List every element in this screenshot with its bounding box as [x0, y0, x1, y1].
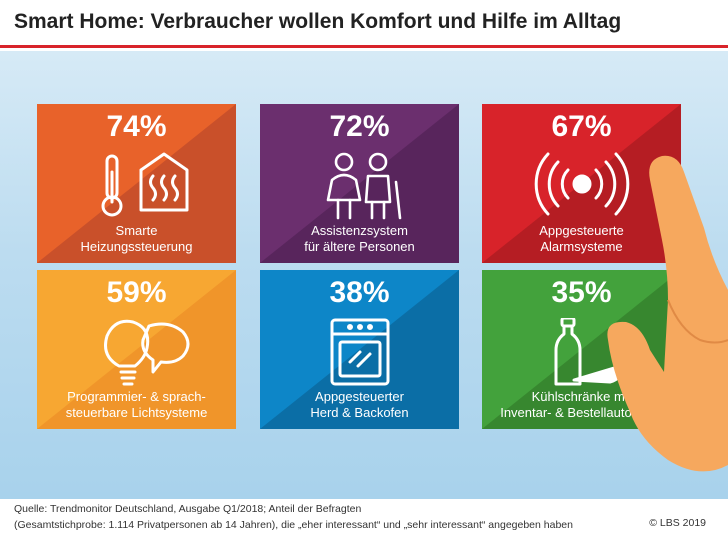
tile-label: Smarte Heizungssteuerung [37, 223, 236, 255]
tile-label-line1: Programmier- & sprach- [67, 389, 206, 404]
tile-label-line1: Kühlschränke mit [531, 389, 632, 404]
tile-label-line1: Appgesteuerte [539, 223, 624, 238]
tile-shade [37, 270, 236, 429]
tile-shade [260, 104, 459, 263]
tile-label-line2: Heizungssteuerung [80, 239, 193, 254]
tile-shade [37, 104, 236, 263]
bottle-carrot-icon [554, 318, 632, 386]
tile-oven: 38% Appgesteuerter Herd & Backofen [260, 270, 459, 429]
tile-label-line1: Assistenzsystem [311, 223, 408, 238]
percent-value: 72% [329, 110, 390, 143]
tile-label: Appgesteuerte Alarmsysteme [482, 223, 681, 255]
tile-label: Assistenzsystem für ältere Personen [260, 223, 459, 255]
alarm-signal-icon [534, 152, 630, 216]
elderly-couple-icon [326, 152, 402, 220]
lightbulb-speech-icon [104, 319, 190, 386]
thermometer-house-icon [101, 152, 189, 217]
tile-label: Programmier- & sprach- steuerbare Lichts… [37, 389, 236, 421]
percent-value: 59% [106, 276, 167, 309]
chart-title: Smart Home: Verbraucher wollen Komfort u… [14, 10, 622, 33]
tile-heating: 74% Smarte Heizungssteuerung [37, 104, 236, 263]
tile-shade [260, 270, 459, 429]
source-note: Quelle: Trendmonitor Deutschland, Ausgab… [14, 501, 573, 533]
percent-value: 74% [106, 110, 167, 143]
tile-label-line1: Smarte [115, 223, 158, 238]
title-bar: Smart Home: Verbraucher wollen Komfort u… [0, 0, 728, 48]
copyright: © LBS 2019 [649, 517, 706, 529]
tile-label: Appgesteuerter Herd & Backofen [260, 389, 459, 421]
tile-label: Kühlschränke mit Inventar- & Bestellauto… [482, 389, 681, 421]
tile-alarm: 67% Appgesteuerte Alarmsysteme [482, 104, 681, 263]
tile-fridge: 35% Kühlschränke mit Inventar- & Bestell… [482, 270, 681, 429]
percent-value: 38% [329, 276, 390, 309]
tile-assistance: 72% Assistenzsystem für ältere Personen [260, 104, 459, 263]
tile-label-line1: Appgesteuerter [315, 389, 404, 404]
footer [0, 499, 728, 545]
percent-value: 67% [551, 110, 612, 143]
tile-label-line2: Inventar- & Bestellautomatik [500, 405, 663, 420]
tile-label-line2: steuerbare Lichtsysteme [65, 405, 208, 420]
tile-label-line2: Alarmsysteme [540, 239, 623, 254]
tile-label-line2: für ältere Personen [304, 239, 415, 254]
source-line2: (Gesamtstichprobe: 1.114 Privatpersonen … [14, 519, 573, 531]
tile-light: 59% Programmier- & sprach- steuerbare Li… [37, 270, 236, 429]
source-line1: Quelle: Trendmonitor Deutschland, Ausgab… [14, 503, 362, 515]
tile-label-line2: Herd & Backofen [310, 405, 409, 420]
oven-icon [330, 318, 390, 386]
percent-value: 35% [551, 276, 612, 309]
